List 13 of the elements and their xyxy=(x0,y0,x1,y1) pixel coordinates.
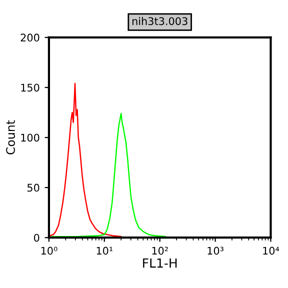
chart-title: nih3t3.003 xyxy=(132,17,188,26)
x-axis-title: FL1-H xyxy=(143,258,177,268)
y-tick-label: 150 xyxy=(21,84,40,92)
y-tick-label: 100 xyxy=(21,134,40,142)
y-tick-label: 50 xyxy=(27,184,40,192)
x-tick-label: 10² xyxy=(152,246,168,255)
y-tick-label: 0 xyxy=(34,234,40,242)
x-tick-label: 10⁴ xyxy=(263,246,280,255)
x-tick-label: 10⁰ xyxy=(41,246,58,255)
x-tick-label: 10³ xyxy=(208,246,224,255)
y-tick-label: 200 xyxy=(20,34,40,42)
x-tick-label: 10¹ xyxy=(96,246,113,255)
y-axis-title: Count xyxy=(6,120,15,154)
